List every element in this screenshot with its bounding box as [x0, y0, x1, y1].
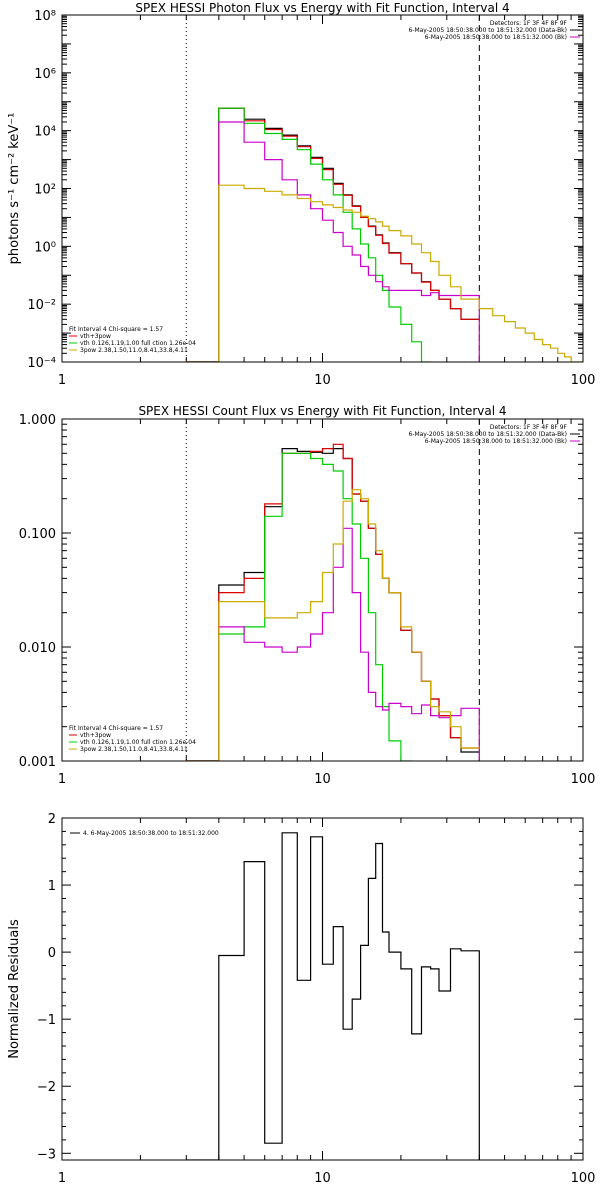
- legend-entry: vth 0.126,1.19,1.00 full ction 1.26e-04: [80, 340, 196, 347]
- y-tick-label: −2: [37, 1080, 56, 1095]
- y-tick-label: 10⁶: [34, 67, 56, 82]
- legend-entry: 3pow 2.38,1.50,11.0,8.41,33.8,4.11: [80, 347, 188, 354]
- y-tick-label: 10⁻⁴: [27, 356, 56, 371]
- y-tick-label: 1: [48, 879, 56, 894]
- series-line-4: [186, 527, 480, 761]
- y-tick-label: −1: [37, 1013, 56, 1028]
- series-line-5: [186, 489, 480, 761]
- plot-frame: [61, 418, 584, 762]
- series-line-3: [186, 107, 431, 362]
- legend-entry: 6-May-2005 18:50:38.000 to 18:51:32.000 …: [425, 438, 567, 445]
- series-line-4: [186, 121, 480, 362]
- series-line-2: [186, 107, 480, 362]
- y-tick-label: 2: [48, 812, 56, 827]
- legend-entry: 3pow 2.38,1.50,11.0,8.41,33.8,4.11: [80, 746, 188, 753]
- x-tick-label: 1: [58, 1171, 66, 1186]
- legend-entry: Fit Interval 4 Chi-square = 1.57: [69, 326, 163, 333]
- legend-entry: 6-May-2005 18:50:38.000 to 18:51:32.000 …: [425, 34, 567, 41]
- series-line-1: [186, 832, 480, 1160]
- y-tick-label: 10⁰: [34, 240, 56, 255]
- x-tick-label: 10: [314, 1171, 331, 1186]
- y-tick-label: −3: [37, 1147, 56, 1162]
- x-tick-label: 100: [571, 373, 596, 388]
- y-tick-label: 0.100: [19, 527, 56, 542]
- x-tick-label: 100: [571, 772, 596, 787]
- y-tick-label: 10⁴: [34, 125, 56, 140]
- legend-entry: 6-May-2005 18:50:38.000 to 18:51:32.000 …: [408, 431, 567, 438]
- series-line-3: [186, 452, 412, 761]
- y-tick-label: 0.001: [19, 755, 56, 770]
- y-tick-label: 0: [48, 946, 56, 961]
- y-tick-label: 10⁸: [34, 9, 56, 24]
- legend-entry: vth 0.126,1.19,1.00 full ction 1.26e-04: [80, 739, 196, 746]
- y-axis-label: photons s⁻¹ cm⁻² keV⁻¹: [7, 113, 22, 265]
- series-line-5: [186, 184, 583, 362]
- x-tick-label: 10: [314, 772, 331, 787]
- legend-entry: 4. 6-May-2005 18:50:38.000 to 18:51:32.0…: [83, 830, 219, 837]
- legend-entry: vth+3pow: [80, 333, 111, 340]
- series-line-1: [186, 107, 480, 362]
- chart-panel-3: Normalized Residuals 1 10 100 −3 −2 −1 0 1 2 4. 6-…: [7, 812, 595, 1186]
- y-tick-label: 1.000: [19, 413, 56, 428]
- x-tick-label: 100: [571, 1171, 596, 1186]
- chart-panel-2: SPEX HESSI Count Flux vs Energy with Fit…: [19, 404, 596, 787]
- legend-entry: vth+3pow: [80, 732, 111, 739]
- x-tick-label: 10: [314, 373, 331, 388]
- x-tick-label: 1: [58, 373, 66, 388]
- chart-title: SPEX HESSI Count Flux vs Energy with Fit…: [138, 404, 506, 418]
- chart-title: SPEX HESSI Photon Flux vs Energy with Fi…: [135, 1, 509, 15]
- y-tick-label: 0.010: [19, 641, 56, 656]
- legend-entry: Fit Interval 4 Chi-square = 1.57: [69, 725, 163, 732]
- legend-entry: Detectors: 1F 3F 4F 8F 9F: [490, 424, 568, 431]
- legend-entry: 6-May-2005 18:50:38.000 to 18:51:32.000 …: [408, 27, 567, 34]
- x-tick-label: 1: [58, 772, 66, 787]
- legend-entry: Detectors: 1F 3F 4F 8F 9F: [490, 20, 568, 27]
- plot-frame: [61, 14, 584, 363]
- plot-frame: [61, 817, 584, 1161]
- y-tick-label: 10²: [34, 183, 56, 198]
- y-tick-label: 10⁻²: [27, 298, 56, 313]
- chart-panel-1: SPEX HESSI Photon Flux vs Energy with Fi…: [7, 1, 595, 388]
- y-axis-label: Normalized Residuals: [7, 919, 22, 1059]
